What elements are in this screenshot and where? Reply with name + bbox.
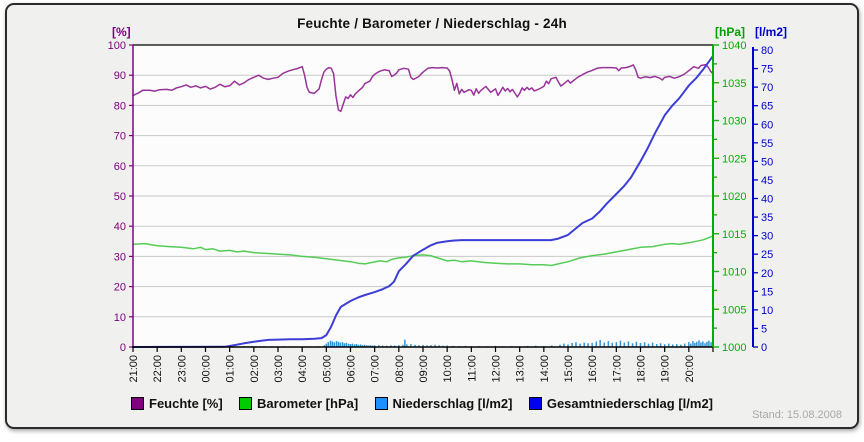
svg-text:80: 80 [114,100,126,112]
legend-swatch-niederschlag [374,397,388,410]
svg-text:15:00: 15:00 [563,355,575,383]
svg-text:13:00: 13:00 [515,355,527,383]
svg-text:08:00: 08:00 [394,355,406,383]
gesamtniederschlag-line [132,54,714,348]
svg-text:18:00: 18:00 [636,355,648,383]
rain-axis-unit-label: [l/m2] [755,25,788,39]
svg-text:45: 45 [761,175,773,187]
legend-label-feuchte: Feuchte [%] [149,396,223,411]
svg-text:60: 60 [114,161,126,173]
last-updated-text: Stand: 15.08.2008 [752,409,842,421]
legend-item-feuchte: Feuchte [%] [131,396,223,411]
legend-item-niederschlag: Niederschlag [l/m2] [374,396,513,411]
feuchte-line [132,63,714,113]
legend-item-barometer: Barometer [hPa] [239,396,358,411]
svg-text:80: 80 [761,45,773,57]
pressure-axis-unit-label: [hPa] [715,25,745,39]
svg-text:20:00: 20:00 [684,355,696,383]
svg-text:90: 90 [114,70,126,82]
svg-text:55: 55 [761,138,773,150]
svg-text:50: 50 [114,191,126,203]
svg-text:25: 25 [761,249,773,261]
svg-text:10: 10 [761,305,773,317]
svg-text:05:00: 05:00 [321,355,333,383]
svg-text:65: 65 [761,101,773,113]
svg-text:10:00: 10:00 [442,355,454,383]
svg-text:60: 60 [761,119,773,131]
svg-text:1000: 1000 [722,342,746,354]
svg-text:30: 30 [761,231,773,243]
legend-label-niederschlag: Niederschlag [l/m2] [392,396,513,411]
svg-text:23:00: 23:00 [176,355,188,383]
svg-text:02:00: 02:00 [249,355,261,383]
svg-text:40: 40 [761,194,773,206]
svg-text:04:00: 04:00 [297,355,309,383]
svg-text:07:00: 07:00 [370,355,382,383]
legend-item-gesamtniederschlag: Gesamtniederschlag [l/m2] [528,396,713,411]
svg-text:0: 0 [120,342,126,354]
svg-text:21:00: 21:00 [128,355,140,383]
left-axis: 0 10 20 30 40 50 60 70 80 90 100 [108,40,134,354]
svg-text:50: 50 [761,156,773,168]
svg-text:06:00: 06:00 [346,355,358,383]
svg-text:70: 70 [761,82,773,94]
x-axis: 21:00 22:00 23:00 00:00 01:00 02:00 03:00 04:00… [128,346,714,383]
svg-text:1020: 1020 [722,191,746,203]
svg-text:15: 15 [761,286,773,298]
legend-label-gesamtniederschlag: Gesamtniederschlag [l/m2] [546,396,713,411]
svg-text:1030: 1030 [722,116,746,128]
svg-text:35: 35 [761,212,773,224]
svg-text:20: 20 [761,268,773,280]
svg-text:17:00: 17:00 [611,355,623,383]
svg-text:5: 5 [761,323,767,335]
svg-text:100: 100 [108,40,126,52]
svg-text:1040: 1040 [722,40,746,52]
svg-text:19:00: 19:00 [660,355,672,383]
svg-text:00:00: 00:00 [201,355,213,383]
legend-swatch-gesamtniederschlag [528,397,542,410]
rain-axis: 0 5 10 15 20 25 30 35 40 45 50 55 60 65 70 75 80 [752,45,773,354]
chart-legend: Feuchte [%] Barometer [hPa] Niederschlag… [131,396,713,411]
legend-swatch-feuchte [131,397,144,410]
svg-text:11:00: 11:00 [466,355,478,382]
svg-text:1035: 1035 [722,78,746,90]
svg-text:0: 0 [761,342,767,354]
svg-text:16:00: 16:00 [587,355,599,383]
gridlines [133,74,713,318]
svg-text:1010: 1010 [722,267,746,279]
svg-text:10: 10 [114,312,126,324]
svg-text:75: 75 [761,64,773,76]
svg-text:1025: 1025 [722,153,746,165]
legend-swatch-barometer [239,397,253,410]
pressure-axis: 1000 1005 1010 1015 1020 1025 1030 1035 1040 [712,40,746,354]
svg-text:1005: 1005 [722,304,746,316]
svg-text:03:00: 03:00 [273,355,285,383]
svg-text:70: 70 [114,131,126,143]
chart-title: Feuchte / Barometer / Niederschlag - 24h [297,16,567,31]
svg-text:22:00: 22:00 [152,355,164,383]
svg-text:1015: 1015 [722,229,746,241]
svg-text:12:00: 12:00 [491,355,503,383]
svg-text:20: 20 [114,282,126,294]
left-axis-unit-label: [%] [112,25,131,39]
svg-text:01:00: 01:00 [225,355,237,383]
svg-text:30: 30 [114,251,126,263]
svg-text:09:00: 09:00 [418,355,430,383]
legend-label-barometer: Barometer [hPa] [257,396,359,411]
svg-text:40: 40 [114,221,126,233]
svg-text:14:00: 14:00 [539,355,551,383]
